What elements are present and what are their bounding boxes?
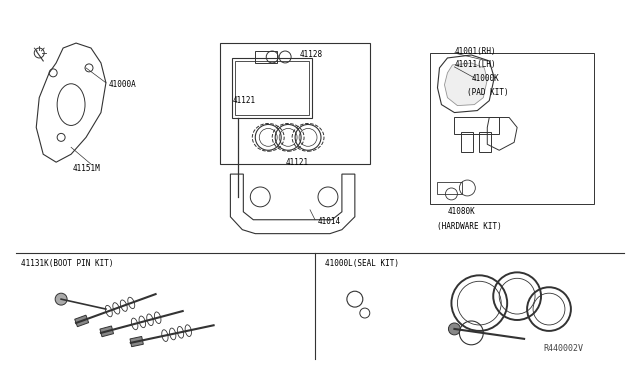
Bar (232, 58, 312, 118)
Text: R440002V: R440002V (544, 344, 584, 353)
Bar (220, 43, 370, 164)
Circle shape (55, 293, 67, 305)
Text: 41011(LH): 41011(LH) (454, 60, 496, 70)
Bar (479, 132, 492, 152)
Text: 41151M: 41151M (73, 164, 101, 173)
Text: 41128: 41128 (300, 51, 323, 60)
Text: 41001(RH): 41001(RH) (454, 46, 496, 55)
Text: 41121: 41121 (232, 96, 255, 105)
Text: 41080K: 41080K (447, 207, 475, 216)
Polygon shape (444, 63, 487, 106)
Text: 41121: 41121 (285, 158, 308, 167)
Bar (454, 116, 499, 134)
Text: 41014: 41014 (318, 217, 341, 226)
Text: 41000A: 41000A (109, 80, 137, 89)
Bar (461, 132, 474, 152)
Bar (255, 51, 277, 63)
Text: 41131K(BOOT PIN KIT): 41131K(BOOT PIN KIT) (21, 259, 114, 268)
Text: (PAD KIT): (PAD KIT) (467, 88, 509, 97)
Bar (429, 53, 594, 204)
Bar (236, 61, 309, 115)
Text: (HARDWARE KIT): (HARDWARE KIT) (438, 222, 502, 231)
Text: 41000L(SEAL KIT): 41000L(SEAL KIT) (325, 259, 399, 268)
Polygon shape (75, 315, 89, 327)
Bar (438, 182, 462, 194)
Circle shape (449, 323, 460, 335)
Polygon shape (100, 326, 113, 337)
Polygon shape (130, 336, 143, 347)
Text: 41000K: 41000K (471, 74, 499, 83)
